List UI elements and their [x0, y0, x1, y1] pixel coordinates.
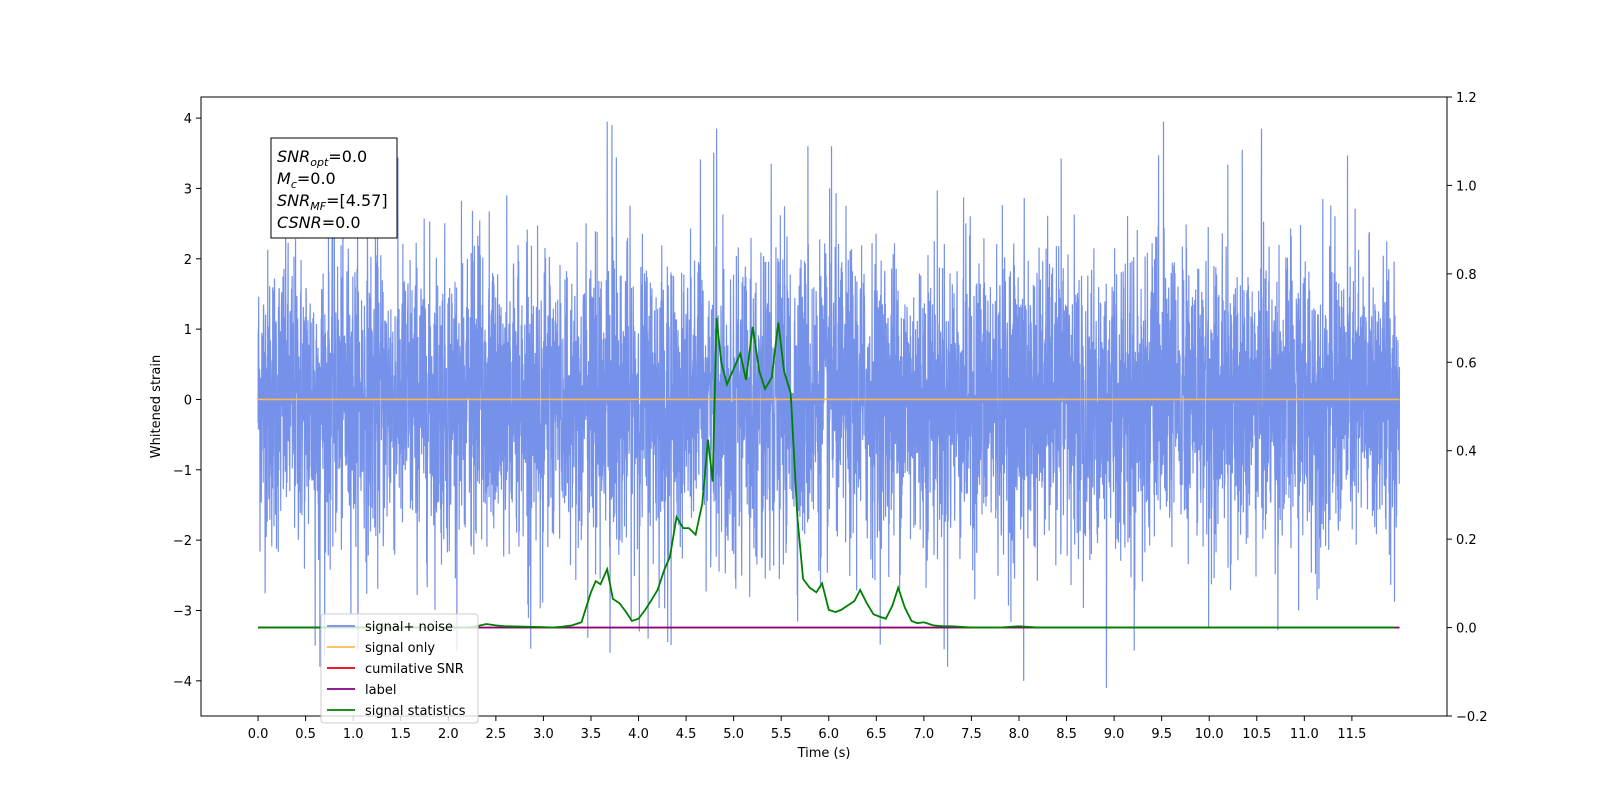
info-line: CSNR=0.0: [277, 213, 361, 232]
x-tick-label: 1.0: [343, 727, 364, 742]
x-tick-label: 9.0: [1104, 727, 1125, 742]
series-signal-statistics: [258, 317, 1395, 629]
x-tick-label: 10.0: [1195, 727, 1224, 742]
x-tick-label: 1.5: [390, 727, 411, 742]
y2-tick-label: 1.0: [1456, 179, 1477, 194]
legend-entry: cumilative SNR: [365, 662, 464, 677]
axes: 0.0 0.5 1.0 1.5 2.0 2.5 3.0 3.5 4.0 4.5 5.0 5.5 6.0 6…: [149, 91, 1488, 761]
x-tick-label: 10.5: [1242, 727, 1271, 742]
info-box-frame: [270, 137, 398, 239]
y-tick-label: −1: [173, 464, 192, 479]
y-tick-label: −4: [173, 675, 192, 690]
y2-tick-label: 0.8: [1456, 268, 1477, 283]
x-tick-label: 11.5: [1337, 727, 1366, 742]
y2-tick-label: 0.2: [1456, 533, 1477, 548]
legend-entry: label: [365, 683, 396, 698]
x-tick-label: 7.0: [914, 727, 935, 742]
x-tick-label: 2.0: [438, 727, 459, 742]
y2-tick-label: 0.0: [1456, 622, 1477, 637]
y-tick-label: −3: [173, 604, 192, 619]
legend-overlap-text: signal only: [365, 683, 435, 698]
legend-frame: [320, 613, 479, 724]
x-tick-label: 7.5: [961, 727, 982, 742]
x-tick-label: 5.0: [723, 727, 744, 742]
info-line: SNRMF=[4.57]: [277, 191, 388, 213]
y-axis-label: Whitened strain: [149, 355, 164, 458]
x-tick-label: 0.0: [248, 727, 269, 742]
y-tick-label: 0: [184, 393, 192, 408]
x-tick-label: 0.5: [295, 727, 316, 742]
axes-frame: [200, 96, 1448, 717]
legend: signal+ noise signal only cumilative SNR la…: [320, 613, 479, 724]
y2-tick-label: −0.2: [1456, 710, 1488, 725]
x-tick-label: 5.5: [771, 727, 792, 742]
x-tick-label: 4.5: [676, 727, 697, 742]
x-tick-label: 8.5: [1056, 727, 1077, 742]
legend-entry: signal+ noise: [365, 620, 453, 635]
y-tick-label: −2: [173, 534, 192, 549]
x-tick-label: 11.0: [1290, 727, 1319, 742]
y-tick-label: 1: [184, 323, 192, 338]
x-tick-label: 6.5: [866, 727, 887, 742]
x-tick-label: 8.0: [1009, 727, 1030, 742]
info-line: SNRopt=0.0: [277, 147, 367, 169]
y2-tick-label: 0.6: [1456, 356, 1477, 371]
x-tick-label: 6.0: [818, 727, 839, 742]
x-tick-label: 3.0: [533, 727, 554, 742]
y-tick-label: 3: [184, 182, 192, 197]
y-tick-label: 2: [184, 253, 192, 268]
y-tick-label: 4: [184, 112, 192, 127]
legend-entry: signal only: [365, 641, 435, 656]
legend-entry: signal statistics: [365, 704, 466, 719]
series-signal-noise: [257, 121, 1401, 688]
x-axis-label: Time (s): [797, 746, 851, 761]
x-tick-label: 3.5: [581, 727, 602, 742]
x-tick-label: 2.5: [486, 727, 507, 742]
info-line: Mc=0.0: [277, 169, 336, 191]
x-tick-label: 4.0: [628, 727, 649, 742]
x-tick-label: 9.5: [1151, 727, 1172, 742]
y2-tick-label: 1.2: [1456, 91, 1477, 106]
y2-tick-label: 0.4: [1456, 445, 1477, 460]
